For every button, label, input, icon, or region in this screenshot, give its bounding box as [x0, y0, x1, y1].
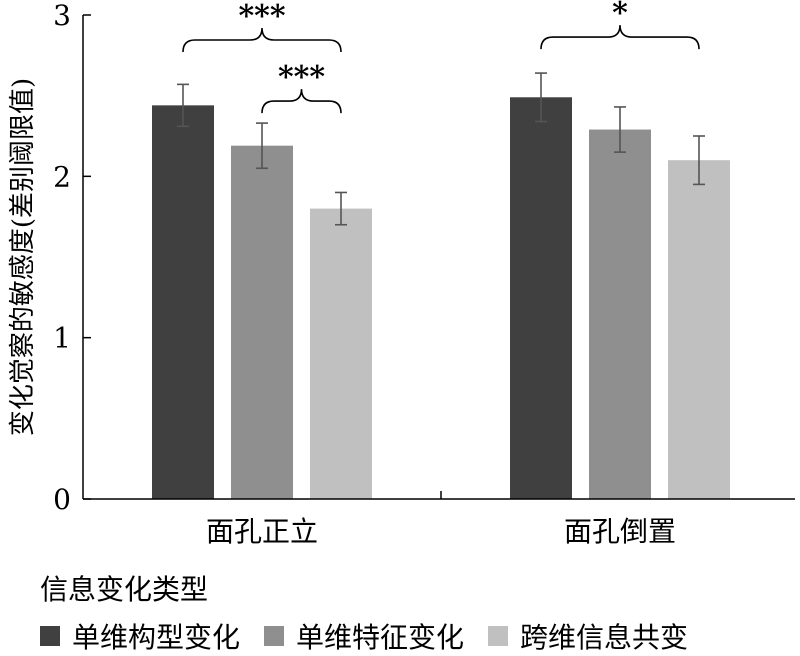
bar-1-0 — [510, 97, 572, 499]
legend-label: 单维构型变化 — [72, 621, 241, 654]
legend-items: 单维构型变化 单维特征变化 跨维信息共变 — [40, 616, 688, 656]
error-bar-0-1 — [256, 122, 268, 170]
y-tick-label: 2 — [53, 160, 71, 193]
legend-item-0: 单维构型变化 — [40, 616, 240, 656]
bar-0-2 — [310, 208, 372, 499]
significance-label: * — [612, 0, 628, 31]
error-bar-1-0 — [535, 72, 547, 123]
bar-0-1 — [231, 145, 293, 499]
bar-1-2 — [668, 160, 730, 499]
x-category-label: 面孔正立 — [206, 515, 318, 548]
significance-label: *** — [278, 60, 325, 95]
error-bars-layer — [177, 72, 705, 226]
significance-label: *** — [238, 0, 285, 34]
y-tick-label: 0 — [53, 483, 71, 516]
y-tick-label: 1 — [53, 322, 71, 355]
legend-item-1: 单维特征变化 — [264, 616, 464, 656]
bar-0-0 — [152, 105, 214, 499]
x-category-label: 面孔倒置 — [564, 515, 676, 548]
significance-bracket-2: * — [540, 0, 700, 50]
y-tick-label: 3 — [53, 0, 71, 32]
legend-swatch — [488, 626, 509, 646]
error-bar-1-1 — [614, 106, 626, 153]
error-bar-1-2 — [693, 135, 705, 186]
error-bar-0-2 — [335, 191, 347, 226]
significance-bracket-0: *** — [182, 0, 342, 53]
legend-title: 信息变化类型 — [40, 573, 209, 606]
error-bar-0-0 — [177, 83, 189, 128]
legend-swatch — [40, 626, 60, 646]
y-ticks-layer: 0 1 2 3 — [53, 0, 442, 516]
legend-label: 跨维信息共变 — [520, 621, 689, 654]
bars-layer — [152, 97, 730, 499]
significance-brackets-layer: ******* — [182, 0, 700, 114]
legend-swatch — [264, 626, 285, 646]
bar-1-1 — [589, 129, 651, 499]
legend: 信息变化类型 单维构型变化 单维特征变化 跨维信息共变 — [40, 562, 800, 654]
legend-item-2: 跨维信息共变 — [488, 616, 688, 656]
legend-label: 单维特征变化 — [296, 621, 465, 654]
x-labels-layer: 面孔正立 面孔倒置 — [206, 515, 676, 548]
significance-bracket-1: *** — [261, 60, 342, 114]
y-axis-label: 变化觉察的敏感度(差别阈限值) — [8, 78, 38, 436]
axes-layer — [82, 15, 795, 500]
